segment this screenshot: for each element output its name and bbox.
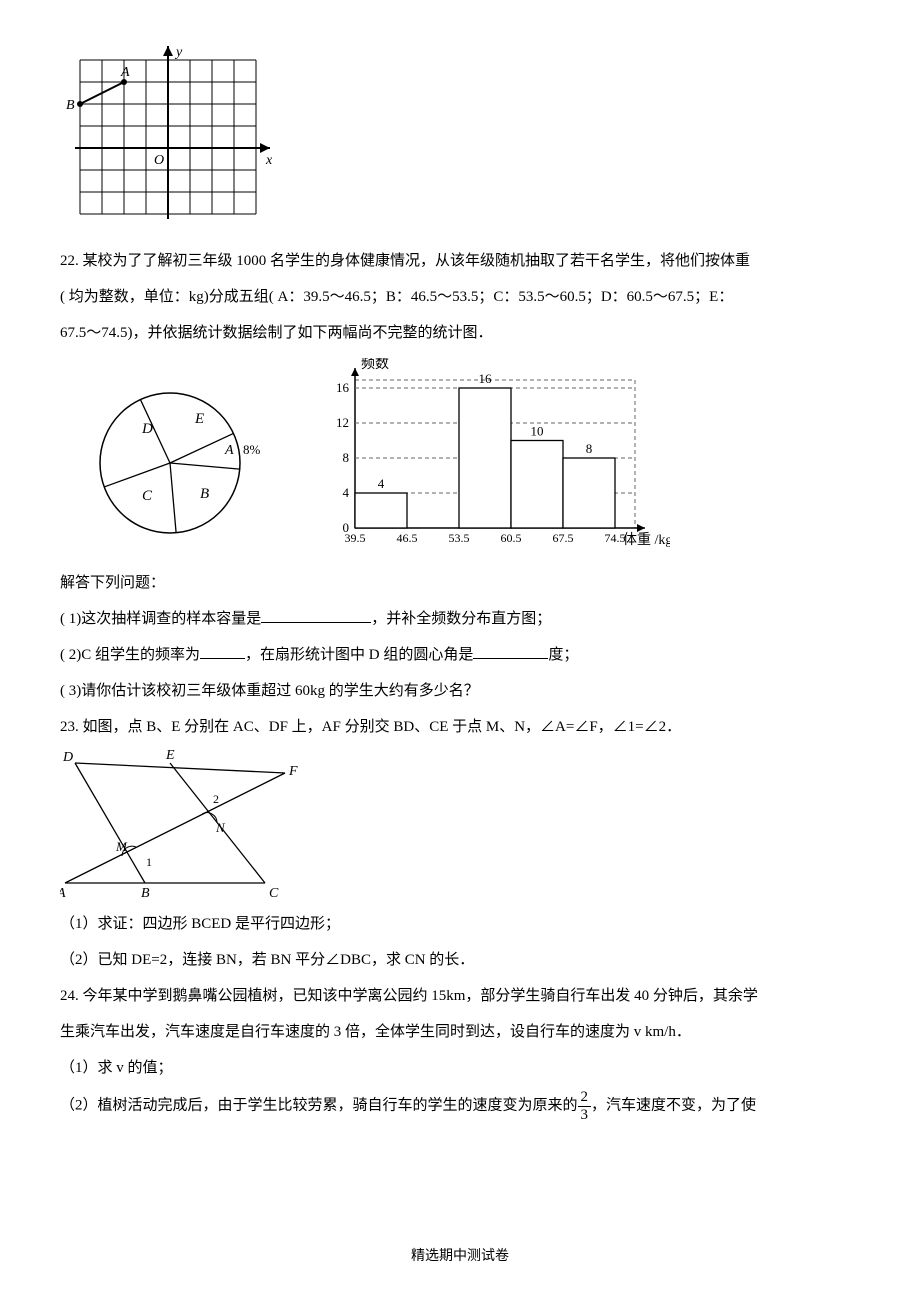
svg-text:M: M [115, 839, 128, 854]
svg-text:B: B [141, 886, 150, 901]
svg-text:B: B [66, 98, 75, 113]
svg-text:频数: 频数 [361, 358, 389, 372]
q22-part1: ( 1)这次抽样调查的样本容量是 ，并补全频数分布直方图； [60, 604, 860, 634]
svg-text:体重 /kg: 体重 /kg [623, 532, 670, 548]
q22-p1b: ，并补全频数分布直方图； [371, 611, 551, 627]
q24-line1: 24. 今年某中学到鹅鼻嘴公园植树，已知该中学离公园约 15km，部分学生骑自行… [60, 981, 860, 1011]
blank-freq-c [200, 643, 245, 659]
svg-text:D: D [141, 421, 153, 437]
svg-text:8%: 8% [243, 442, 261, 457]
svg-text:C: C [269, 886, 279, 901]
q24-p2: （2）植树活动完成后，由于学生比较劳累，骑自行车的学生的速度变为原来的23，汽车… [60, 1089, 860, 1123]
svg-text:10: 10 [531, 424, 544, 439]
svg-text:39.5: 39.5 [345, 531, 366, 545]
q22-p2c: 度； [548, 647, 578, 663]
svg-text:60.5: 60.5 [501, 531, 522, 545]
q22-line1: 22. 某校为了了解初三年级 1000 名学生的身体健康情况，从该年级随机抽取了… [60, 246, 860, 276]
q24-p1: （1）求 v 的值； [60, 1053, 860, 1083]
grid-svg: y x O A B [60, 40, 290, 240]
q23-p2: （2）已知 DE=2，连接 BN，若 BN 平分∠DBC，求 CN 的长． [60, 945, 860, 975]
svg-text:y: y [174, 45, 183, 60]
svg-text:E: E [165, 748, 175, 763]
q24-line2: 生乘汽车出发，汽车速度是自行车速度的 3 倍，全体学生同时到达，设自行车的速度为… [60, 1017, 860, 1047]
svg-text:F: F [288, 764, 298, 779]
q22-line2: ( 均为整数，单位：kg)分成五组( A：39.5～46.5；B：46.5～53… [60, 282, 860, 312]
svg-text:74.5: 74.5 [605, 531, 626, 545]
fraction-2-3: 23 [578, 1089, 592, 1123]
svg-text:8: 8 [586, 441, 593, 456]
svg-text:x: x [265, 153, 273, 168]
svg-text:N: N [215, 820, 226, 835]
q22-subheading: 解答下列问题： [60, 568, 860, 598]
svg-text:67.5: 67.5 [553, 531, 574, 545]
svg-text:16: 16 [336, 380, 350, 395]
svg-text:12: 12 [336, 415, 349, 430]
blank-sample-size [261, 607, 371, 623]
svg-text:B: B [200, 486, 209, 502]
q22-p1a: ( 1)这次抽样调查的样本容量是 [60, 611, 261, 627]
svg-text:A: A [224, 443, 234, 458]
svg-text:16: 16 [479, 371, 493, 386]
svg-text:53.5: 53.5 [449, 531, 470, 545]
q23-p1: （1）求证：四边形 BCED 是平行四边形； [60, 909, 860, 939]
q23-text: 23. 如图，点 B、E 分别在 AC、DF 上，AF 分别交 BD、CE 于点… [60, 712, 860, 742]
svg-text:O: O [154, 153, 164, 168]
svg-text:8: 8 [343, 450, 350, 465]
q22-part3: ( 3)请你估计该校初三年级体重超过 60kg 的学生大约有多少名？ [60, 676, 860, 706]
svg-text:A: A [120, 65, 130, 80]
q22-figures: A8%BCDE 频数体重 /kg048121639.546.553.560.56… [60, 358, 860, 558]
q22-part2: ( 2)C 组学生的频率为 ，在扇形统计图中 D 组的圆心角是 度； [60, 640, 860, 670]
svg-text:4: 4 [343, 485, 350, 500]
svg-text:4: 4 [378, 476, 385, 491]
q24-p2b: ，汽车速度不变，为了使 [591, 1097, 756, 1113]
blank-angle-d [473, 643, 548, 659]
q22-p2a: ( 2)C 组学生的频率为 [60, 647, 200, 663]
svg-text:D: D [62, 750, 73, 765]
svg-text:1: 1 [146, 855, 152, 869]
page-footer: 精选期中测试卷 [60, 1243, 860, 1271]
pie-chart: A 8% B C D E [60, 378, 280, 558]
grid-figure: y x O A B [60, 40, 860, 240]
svg-text:E: E [194, 411, 204, 427]
histogram: 频数体重 /kg048121639.546.553.560.567.574.54… [310, 358, 670, 558]
q24-p2a: （2）植树活动完成后，由于学生比较劳累，骑自行车的学生的速度变为原来的 [60, 1097, 578, 1113]
svg-text:C: C [142, 488, 153, 504]
q23-figure: D E F A B C M 1 N 2 [60, 748, 310, 903]
q22-p2b: ，在扇形统计图中 D 组的圆心角是 [245, 647, 473, 663]
svg-text:2: 2 [213, 792, 219, 806]
svg-text:A: A [60, 886, 66, 901]
svg-text:46.5: 46.5 [397, 531, 418, 545]
q22-line3: 67.5～74.5)，并依据统计数据绘制了如下两幅尚不完整的统计图． [60, 318, 860, 348]
